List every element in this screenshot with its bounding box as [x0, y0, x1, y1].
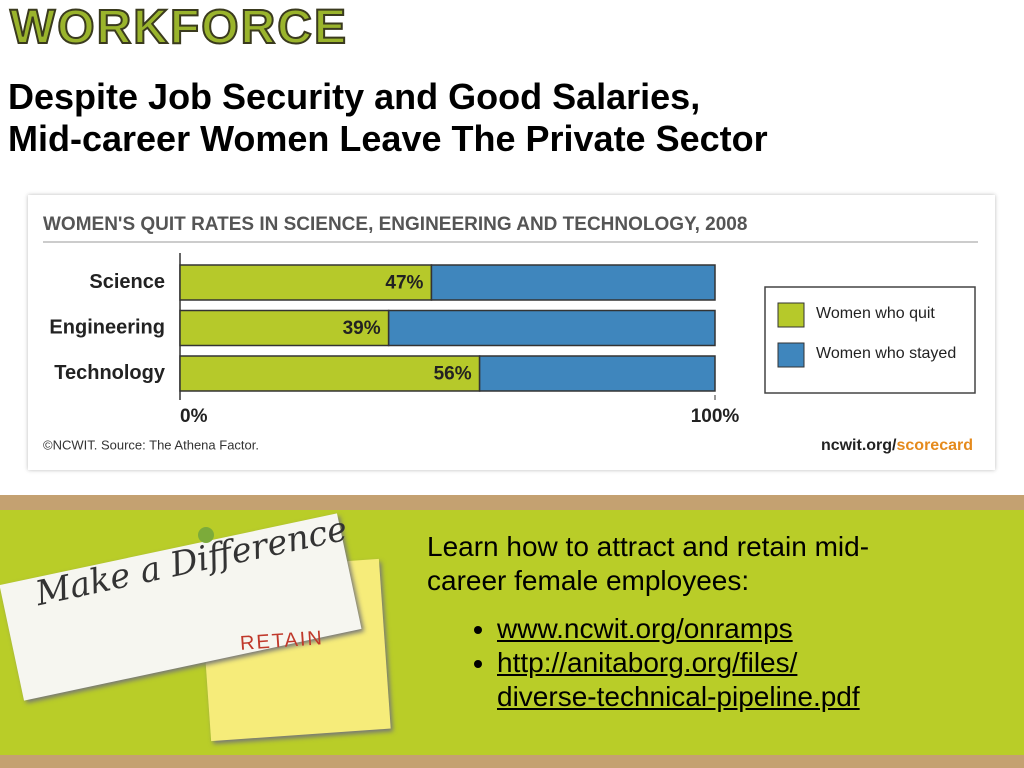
legend-label: Women who quit — [816, 305, 935, 322]
bar-segment — [430, 264, 716, 301]
link[interactable]: http://anitaborg.org/files/ — [497, 647, 798, 678]
link-item: www.ncwit.org/onramps — [497, 612, 860, 646]
link-list: www.ncwit.org/onrampshttp://anitaborg.or… — [465, 612, 860, 714]
data-label: 47% — [385, 273, 423, 294]
link-item: http://anitaborg.org/files/diverse-techn… — [497, 646, 860, 714]
data-label: 39% — [343, 318, 381, 339]
category-label: Engineering — [49, 316, 165, 338]
title-line: Despite Job Security and Good Salaries, — [8, 76, 701, 117]
link[interactable]: diverse-technical-pipeline.pdf — [497, 681, 860, 712]
bar-segment — [478, 355, 716, 392]
legend-swatch — [777, 302, 805, 328]
link[interactable]: www.ncwit.org/onramps — [497, 613, 793, 644]
logo: WORKFORCE — [9, 0, 348, 55]
bar-segment — [387, 309, 716, 347]
bar-segment — [179, 309, 390, 347]
chart-title: WOMEN'S QUIT RATES IN SCIENCE, ENGINEERI… — [43, 214, 747, 235]
pin — [198, 527, 214, 543]
chart: WOMEN'S QUIT RATES IN SCIENCE, ENGINEERI… — [28, 195, 995, 470]
source: ©NCWIT. Source: The Athena Factor. — [43, 437, 259, 452]
x-tick-label: 0% — [180, 406, 208, 427]
credit-page: scorecard — [897, 437, 974, 454]
title-line: Mid-career Women Leave The Private Secto… — [8, 118, 768, 159]
credit-site: ncwit.org/ — [821, 437, 897, 454]
credit: ncwit.org/scorecard — [821, 437, 973, 454]
x-tick-label: 100% — [691, 406, 740, 427]
data-label: 56% — [434, 364, 472, 385]
category-label: Science — [89, 271, 165, 293]
category-label: Technology — [54, 362, 166, 384]
legend-swatch — [777, 342, 805, 368]
intro-text: Learn how to attract and retain mid-care… — [427, 531, 870, 596]
slide-title: Despite Job Security and Good Salaries, … — [8, 76, 768, 160]
bar-segment — [179, 355, 481, 392]
legend-label: Women who stayed — [816, 345, 956, 362]
